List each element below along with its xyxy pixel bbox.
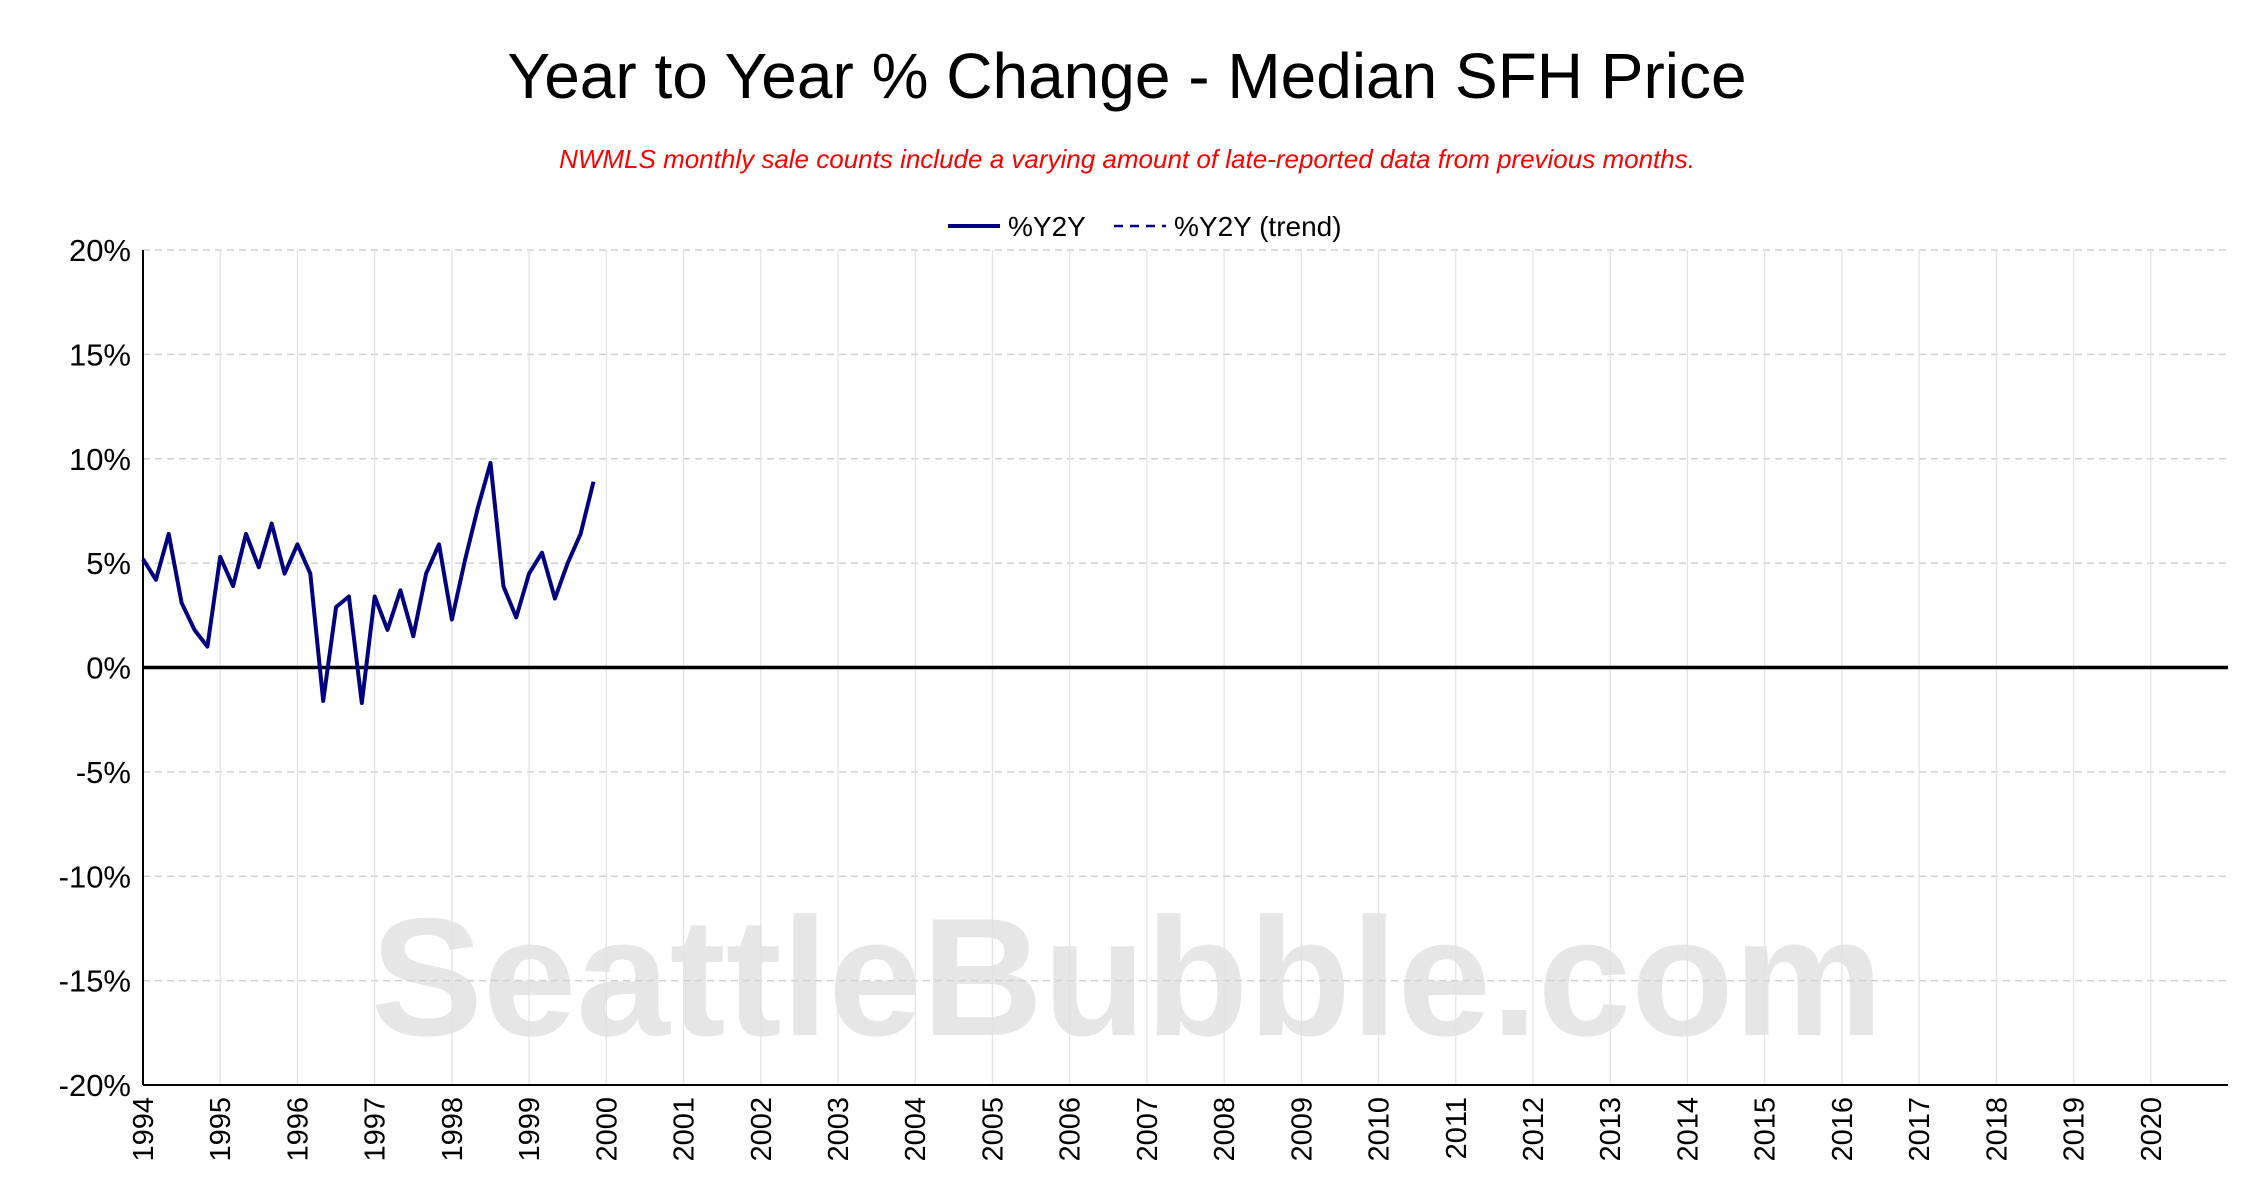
grid <box>142 249 2228 1086</box>
series-group <box>141 460 596 705</box>
x-tick-label: 1997 <box>360 1097 392 1162</box>
x-tick-label: 2009 <box>1286 1097 1318 1162</box>
legend-label-series-1: %Y2Y <box>1008 211 1086 242</box>
x-tick-label: 2012 <box>1518 1097 1550 1162</box>
y-tick-label: 10% <box>69 442 131 477</box>
chart-title: Year to Year % Change - Median SFH Price <box>507 40 1746 112</box>
x-tick-label: 2011 <box>1441 1097 1473 1159</box>
x-tick-label: 2018 <box>1981 1097 2013 1162</box>
x-tick-label: 2014 <box>1672 1097 1704 1162</box>
x-tick-label: 2010 <box>1364 1097 1396 1162</box>
y-tick-label: 15% <box>69 337 131 372</box>
x-tick-label: 2003 <box>823 1097 855 1162</box>
y-tick-label: -5% <box>76 755 131 790</box>
x-tick-label: 2013 <box>1595 1097 1627 1162</box>
x-tick-label: 1995 <box>205 1097 237 1162</box>
legend: %Y2Y %Y2Y (trend) <box>948 211 1342 242</box>
x-tick-label: 1999 <box>514 1097 546 1162</box>
watermark: SeattleBubble.com <box>371 883 1883 1071</box>
x-tick-label: 2007 <box>1132 1097 1164 1162</box>
x-tick-label: 2015 <box>1750 1097 1782 1162</box>
x-tick-label: 2006 <box>1055 1097 1087 1162</box>
y-axis: 20% 15% 10% 5% 0% -5% -10% -15% -20% <box>59 233 131 1103</box>
series-line-1 <box>141 460 596 705</box>
x-tick-label: 2001 <box>669 1097 701 1162</box>
y-tick-label: -10% <box>59 859 131 894</box>
x-tick-label: 2008 <box>1209 1097 1241 1162</box>
y-tick-label: 0% <box>86 651 131 686</box>
x-tick-label: 2000 <box>591 1097 623 1162</box>
legend-label-series-2: %Y2Y (trend) <box>1174 211 1342 242</box>
x-tick-label: 1994 <box>128 1097 160 1162</box>
x-tick-label: 2017 <box>1904 1097 1936 1162</box>
y-tick-label: -15% <box>59 964 131 999</box>
x-tick-label: 2020 <box>2136 1097 2168 1162</box>
x-tick-label: 1998 <box>437 1097 469 1162</box>
x-tick-label: 2002 <box>746 1097 778 1162</box>
x-tick-label: 2004 <box>900 1097 932 1162</box>
x-tick-label: 2005 <box>977 1097 1009 1162</box>
chart-subtitle: NWMLS monthly sale counts include a vary… <box>559 144 1695 174</box>
y-tick-label: -20% <box>59 1068 131 1103</box>
x-tick-label: 2016 <box>1827 1097 1859 1162</box>
y-tick-label: 20% <box>69 233 131 268</box>
x-axis: 1994 1995 1996 1997 1998 1999 2000 2001 2002 2003… <box>128 1097 2168 1162</box>
x-tick-label: 2019 <box>2059 1097 2091 1162</box>
watermark-text: SeattleBubble.com <box>371 883 1883 1071</box>
x-tick-label: 1996 <box>282 1097 314 1162</box>
y-tick-label: 5% <box>86 546 131 581</box>
